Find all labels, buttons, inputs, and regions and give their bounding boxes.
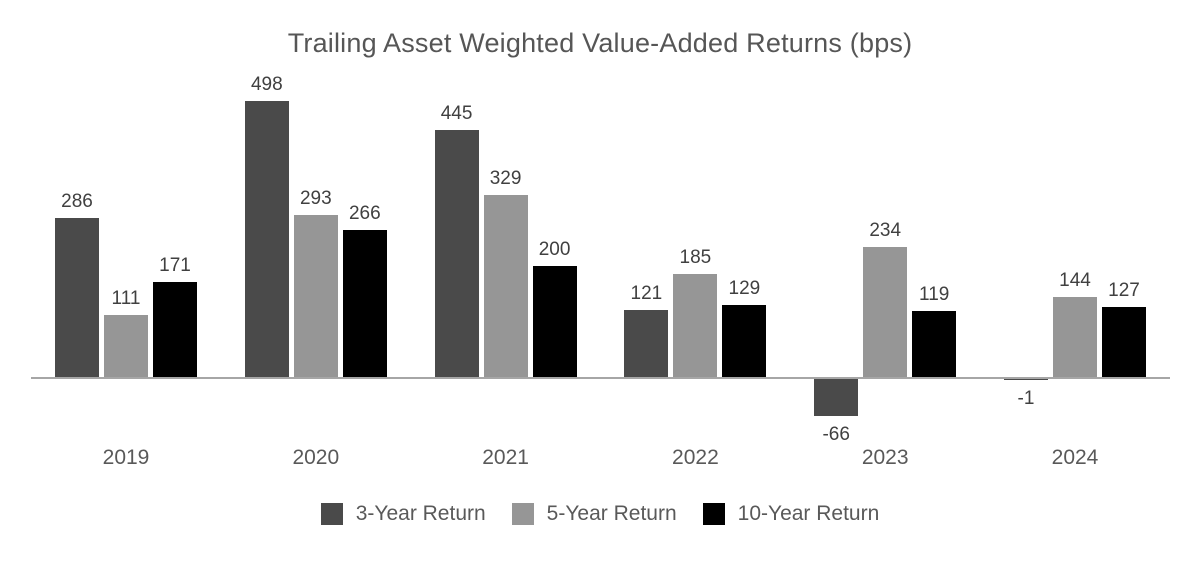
bar-2022-10-year-return <box>722 305 767 377</box>
legend-item-5-year-return: 5-Year Return <box>511 502 677 526</box>
value-label-2019-3-year-return: 286 <box>61 191 93 213</box>
x-axis-label-2021: 2021 <box>482 446 529 469</box>
bar-2021-5-year-return <box>483 194 528 377</box>
value-label-2019-10-year-return: 171 <box>159 255 191 277</box>
bar-2019-3-year-return <box>55 218 99 377</box>
x-axis-label-2024: 2024 <box>1051 446 1099 469</box>
bar-2020-10-year-return <box>342 229 387 377</box>
x-axis-label-2020: 2020 <box>292 446 340 469</box>
bar-2022-3-year-return <box>624 309 669 377</box>
bar-2024-10-year-return <box>1102 306 1146 377</box>
bar-2019-5-year-return <box>104 315 148 377</box>
value-label-2019-5-year-return: 111 <box>111 288 141 310</box>
value-label-2022-10-year-return: 129 <box>728 278 761 300</box>
legend-label: 10-Year Return <box>737 502 880 525</box>
x-axis-label-2022: 2022 <box>672 446 719 469</box>
plot-area: 286 111 171 2019 498 293 266 2020 445 329 200 2021 1… <box>31 73 1170 469</box>
value-label-2023-10-year-return: 119 <box>919 284 950 305</box>
x-axis-label-2019: 2019 <box>102 446 150 469</box>
legend-item-3-year-return: 3-Year Return <box>320 502 486 526</box>
value-label-2024-5-year-return: 144 <box>1059 270 1091 292</box>
value-label-2022-5-year-return: 185 <box>679 247 712 269</box>
value-label-2020-5-year-return: 293 <box>299 187 332 209</box>
legend-swatch-icon <box>511 503 534 525</box>
value-label-2020-3-year-return: 498 <box>250 73 283 95</box>
x-axis-label-2023: 2023 <box>861 446 909 469</box>
bar-2021-10-year-return <box>532 266 577 377</box>
value-label-2020-10-year-return: 266 <box>348 202 381 224</box>
legend-label: 5-Year Return <box>546 502 677 525</box>
legend: 3-Year Return 5-Year Return 10-Year Return <box>0 502 1200 526</box>
bar-2020-5-year-return <box>293 214 338 377</box>
bar-2020-3-year-return <box>244 100 289 377</box>
bar-2023-3-year-return <box>814 379 859 416</box>
value-label-2021-5-year-return: 329 <box>489 167 522 189</box>
value-label-2023-5-year-return: 234 <box>869 220 902 242</box>
legend-item-10-year-return: 10-Year Return <box>702 502 880 526</box>
bar-2023-10-year-return <box>912 311 957 377</box>
legend-swatch-icon <box>702 503 725 525</box>
x-axis-line <box>31 377 1170 379</box>
legend-label: 3-Year Return <box>355 502 486 525</box>
bar-2024-3-year-return <box>1004 379 1048 380</box>
bar-2022-5-year-return <box>673 274 718 377</box>
value-label-2023-3-year-return: -66 <box>822 423 850 445</box>
value-label-2024-3-year-return: -1 <box>1017 387 1035 409</box>
bar-2024-5-year-return <box>1053 297 1097 377</box>
legend-swatch-icon <box>320 503 343 525</box>
value-label-2021-10-year-return: 200 <box>538 239 571 261</box>
bar-2021-3-year-return <box>434 130 479 377</box>
bar-2023-5-year-return <box>863 247 908 377</box>
value-label-2021-3-year-return: 445 <box>440 103 473 125</box>
value-label-2024-10-year-return: 127 <box>1108 279 1140 301</box>
chart-title: Trailing Asset Weighted Value-Added Retu… <box>287 28 913 58</box>
value-label-2022-3-year-return: 121 <box>630 282 663 304</box>
bar-2019-10-year-return <box>153 282 197 377</box>
